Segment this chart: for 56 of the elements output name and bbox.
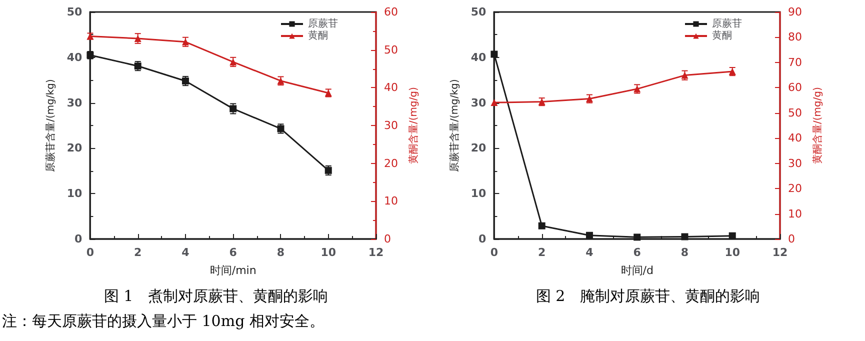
y-tick-label: 20 xyxy=(66,142,83,155)
text: 图 1 煮制对原蕨苷、黄酮的影响 xyxy=(102,287,330,306)
y-tick-label: 30 xyxy=(470,96,487,110)
x-tick-label: 2 xyxy=(538,246,546,259)
y-tick-label: 0 xyxy=(74,232,83,246)
text: 图 2 腌制对原蕨苷、黄酮的影响 xyxy=(534,287,762,306)
legend-label: 原蕨苷 xyxy=(712,18,742,30)
y2-tick-label: 50 xyxy=(384,43,398,56)
y-tick-label: 10 xyxy=(66,187,83,200)
y2-tick-label: 80 xyxy=(788,30,802,44)
x-tick-label: 6 xyxy=(633,246,642,259)
y-tick-label: 30 xyxy=(66,96,83,110)
x-tick-label: 2 xyxy=(134,246,142,259)
y2-tick-label: 60 xyxy=(788,81,802,94)
y-tick-label: 40 xyxy=(66,50,83,64)
legend-label: 黄酮 xyxy=(712,30,732,42)
x-tick-label: 4 xyxy=(586,246,594,259)
y2-tick-label: 20 xyxy=(384,156,398,170)
x-tick-label: 0 xyxy=(86,246,94,259)
x-axis-title: 时间/min xyxy=(210,264,256,277)
y2-tick-label: 60 xyxy=(384,6,398,18)
y2-tick-label: 50 xyxy=(788,106,802,120)
y-tick-label: 0 xyxy=(478,232,487,246)
y2-tick-label: 10 xyxy=(384,194,398,208)
y2-tick-label: 0 xyxy=(384,232,391,246)
x-tick-label: 0 xyxy=(490,246,498,259)
legend-label: 原蕨苷 xyxy=(308,18,338,30)
y2-tick-label: 0 xyxy=(788,232,795,246)
x-axis-title: 时间/d xyxy=(620,264,654,277)
y2-tick-label: 30 xyxy=(384,119,398,132)
y2-tick-label: 30 xyxy=(788,156,802,170)
x-tick-label: 12 xyxy=(368,246,384,259)
y-axis-title: 原蕨苷含量/(mg/kg) xyxy=(44,79,56,172)
y2-tick-label: 40 xyxy=(788,132,802,145)
y2-axis-title: 黄酮含量/(mg/g) xyxy=(811,86,824,164)
y-tick-label: 50 xyxy=(66,6,83,18)
y2-tick-label: 20 xyxy=(788,182,802,196)
y2-tick-label: 70 xyxy=(788,56,802,69)
y2-tick-label: 10 xyxy=(788,207,802,220)
x-tick-label: 6 xyxy=(229,246,238,259)
x-tick-label: 10 xyxy=(320,246,336,259)
y-tick-label: 20 xyxy=(470,142,487,155)
y-axis-title: 原蕨苷含量/(mg/kg) xyxy=(448,79,460,172)
x-tick-label: 12 xyxy=(772,246,788,259)
y-tick-label: 40 xyxy=(470,50,487,64)
y-tick-label: 50 xyxy=(470,6,487,18)
legend-label: 黄酮 xyxy=(308,30,328,42)
y2-tick-label: 90 xyxy=(788,6,802,18)
x-tick-label: 8 xyxy=(276,246,285,259)
y2-tick-label: 40 xyxy=(384,81,398,94)
text: 注：每天原蕨苷的摄入量小于 10mg 相对安全。 xyxy=(2,312,326,331)
x-tick-label: 4 xyxy=(182,246,190,259)
x-tick-label: 10 xyxy=(724,246,740,259)
y-tick-label: 10 xyxy=(470,187,487,200)
y2-axis-title: 黄酮含量/(mg/g) xyxy=(407,86,420,164)
x-tick-label: 8 xyxy=(680,246,689,259)
